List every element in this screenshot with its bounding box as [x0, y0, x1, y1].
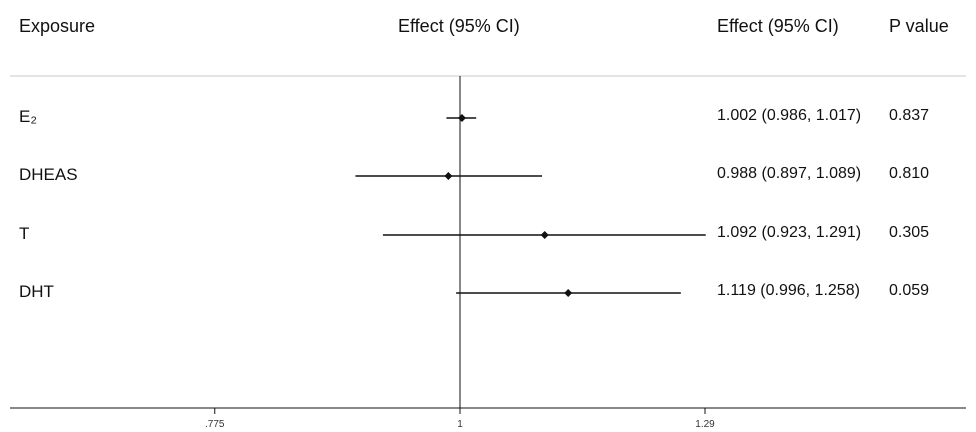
point-estimate [457, 114, 466, 122]
row-label: DHT [19, 282, 54, 301]
header-exposure: Exposure [19, 16, 96, 36]
row-p-value: 0.837 [889, 107, 930, 124]
point-estimate [444, 172, 453, 180]
row-effect-text: 0.988 (0.897, 1.089) [717, 165, 862, 182]
header-effect-plot: Effect (95% CI) [398, 16, 520, 36]
x-tick-label: .775 [205, 419, 225, 430]
row-p-value: 0.305 [889, 224, 930, 241]
row-effect-text: 1.119 (0.996, 1.258) [717, 282, 860, 299]
row-label: DHEAS [19, 165, 78, 184]
row-label: T [19, 224, 30, 243]
header-effect-text: Effect (95% CI) [717, 16, 839, 36]
x-tick-label: 1 [457, 419, 463, 430]
point-estimate [564, 289, 573, 297]
row-label: E₂ [19, 107, 37, 126]
row-effect-text: 1.002 (0.986, 1.017) [717, 107, 862, 124]
row-p-value: 0.810 [889, 165, 930, 182]
row-effect-text: 1.092 (0.923, 1.291) [717, 224, 862, 241]
x-tick-label: 1.29 [695, 419, 715, 430]
point-estimate [540, 231, 549, 239]
header-p-value: P value [889, 16, 949, 36]
row-p-value: 0.059 [889, 282, 930, 299]
